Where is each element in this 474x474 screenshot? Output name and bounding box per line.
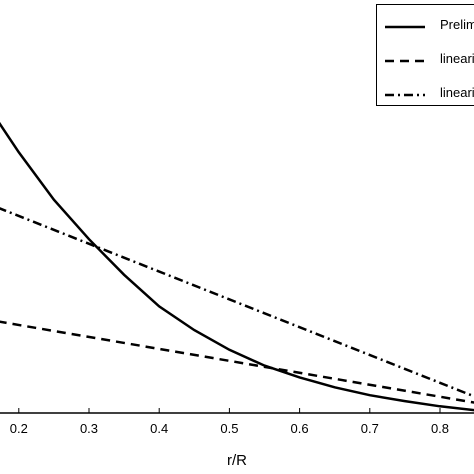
x-tick-label-6: 0.7 bbox=[361, 421, 379, 436]
legend-swatch-3 bbox=[385, 93, 425, 97]
x-axis-label: r/R bbox=[227, 452, 247, 469]
legend-item-3: lineari bbox=[385, 85, 474, 105]
x-tick-label-5: 0.6 bbox=[291, 421, 309, 436]
x-tick-label-7: 0.8 bbox=[431, 421, 449, 436]
x-tick-label-2: 0.3 bbox=[80, 421, 98, 436]
x-tick-label-3: 0.4 bbox=[150, 421, 168, 436]
legend-label-2: lineari bbox=[440, 51, 474, 66]
x-tick-label-1: 0.2 bbox=[10, 421, 28, 436]
legend-label-3: lineari bbox=[440, 85, 474, 100]
legend: Prelim lineari lineari bbox=[376, 4, 474, 106]
legend-item-1: Prelim bbox=[385, 17, 474, 37]
legend-swatch-1 bbox=[385, 25, 425, 29]
legend-swatch-2 bbox=[385, 59, 425, 63]
plot-lines bbox=[0, 121, 474, 412]
legend-label-1: Prelim bbox=[440, 17, 474, 32]
series-line-2 bbox=[0, 320, 474, 404]
series-line-1 bbox=[0, 121, 474, 412]
x-tick-label-4: 0.5 bbox=[220, 421, 238, 436]
legend-item-2: lineari bbox=[385, 51, 474, 71]
series-line-3 bbox=[0, 207, 474, 398]
x-axis: 0.2 0.3 0.4 0.5 0.6 0.7 0.8 bbox=[0, 408, 474, 436]
